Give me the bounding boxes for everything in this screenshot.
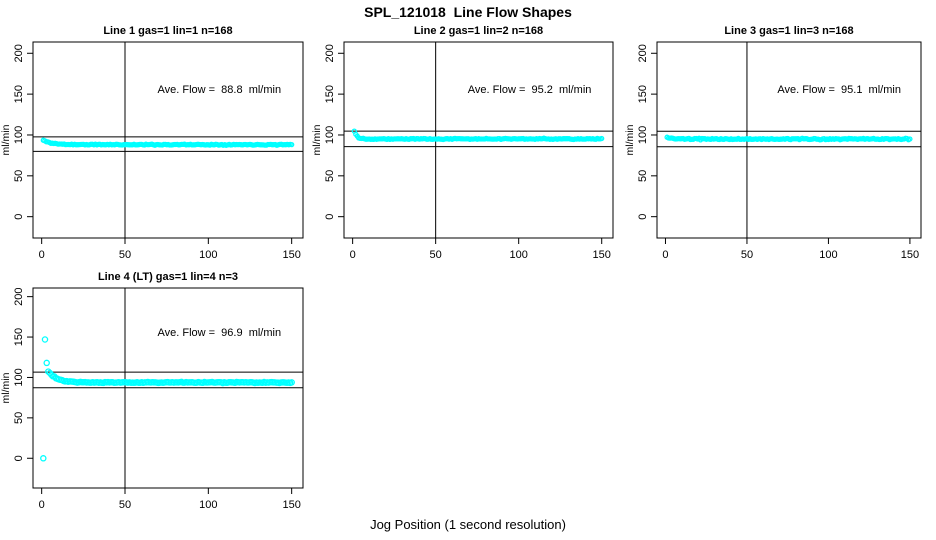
panel-1: 0 50 100 150 0 50 100 150 200 ml/min [0, 41, 304, 261]
panel-3: 0 50 100 150 0 50 100 150 200 ml/min [624, 41, 922, 261]
panel-3-axes: 0 50 100 150 0 50 100 150 200 ml/min [624, 44, 919, 261]
panel-3-ave-flow-annotation: Ave. Flow = 95.1 ml/min [777, 84, 901, 97]
svg-text:0: 0 [324, 214, 336, 220]
svg-text:0: 0 [637, 214, 649, 220]
svg-text:200: 200 [324, 44, 336, 62]
panel-1-axes: 0 50 100 150 0 50 100 150 200 ml/min [0, 44, 301, 261]
svg-text:100: 100 [199, 499, 217, 511]
panel-4-y-axis-label: ml/min [0, 372, 12, 403]
panel-1-data-points [40, 137, 295, 148]
panel-2-y-axis-label: ml/min [311, 124, 323, 155]
svg-text:150: 150 [282, 499, 300, 511]
svg-text:150: 150 [637, 85, 649, 103]
svg-text:100: 100 [13, 368, 25, 386]
panel-2-title: Line 2 gas=1 lin=2 n=168 [413, 25, 544, 37]
panel-3-data-points [664, 134, 913, 143]
panel-4: 0 50 100 150 0 50 100 150 200 ml/min [0, 287, 304, 511]
svg-text:50: 50 [741, 249, 753, 261]
panel-4-ave-flow-annotation: Ave. Flow = 96.9 ml/min [157, 327, 282, 340]
panel-2-plot-box [343, 41, 614, 239]
panel-2: 0 50 100 150 0 50 100 150 200 ml/min [311, 41, 614, 261]
svg-text:50: 50 [13, 412, 25, 424]
svg-text:50: 50 [430, 249, 442, 261]
svg-text:200: 200 [13, 44, 25, 62]
svg-text:50: 50 [119, 249, 131, 261]
svg-text:150: 150 [282, 249, 300, 261]
svg-text:150: 150 [13, 85, 25, 103]
svg-text:0: 0 [13, 455, 25, 461]
panel-4-data-points [40, 336, 295, 462]
panel-1-reference-lines [33, 42, 303, 238]
panel-2-axes: 0 50 100 150 0 50 100 150 200 ml/min [311, 44, 611, 261]
figure-title: SPL_121018 Line Flow Shapes [364, 4, 572, 20]
svg-text:50: 50 [13, 170, 25, 182]
x-axis-label: Jog Position (1 second resolution) [370, 517, 566, 532]
svg-text:0: 0 [350, 249, 356, 261]
panel-2-data-points [351, 128, 605, 143]
panel-4-axes: 0 50 100 150 0 50 100 150 200 ml/min [0, 287, 301, 511]
svg-text:100: 100 [510, 249, 528, 261]
svg-text:200: 200 [637, 44, 649, 62]
svg-text:50: 50 [119, 499, 131, 511]
panel-2-ave-flow-annotation: Ave. Flow = 95.2 ml/min [467, 84, 592, 97]
svg-text:100: 100 [819, 249, 837, 261]
panel-1-y-axis-label: ml/min [0, 124, 12, 155]
panel-1-title: Line 1 gas=1 lin=1 n=168 [103, 25, 233, 37]
svg-text:0: 0 [13, 214, 25, 220]
panel-4-plot-box [32, 287, 304, 489]
panel-3-title: Line 3 gas=1 lin=3 n=168 [724, 25, 854, 37]
svg-text:0: 0 [39, 249, 45, 261]
svg-text:50: 50 [637, 170, 649, 182]
panel-3-y-axis-label: ml/min [624, 124, 636, 155]
svg-text:150: 150 [901, 249, 919, 261]
svg-text:200: 200 [13, 287, 25, 305]
svg-text:150: 150 [593, 249, 611, 261]
svg-text:100: 100 [324, 126, 336, 144]
svg-text:100: 100 [637, 126, 649, 144]
panel-4-reference-lines [33, 288, 303, 488]
panel-1-ave-flow-annotation: Ave. Flow = 88.8 ml/min [157, 84, 282, 97]
svg-text:150: 150 [324, 85, 336, 103]
panel-4-title: Line 4 (LT) gas=1 lin=4 n=3 [97, 271, 239, 283]
panel-3-plot-box [656, 41, 922, 239]
svg-text:150: 150 [13, 328, 25, 346]
svg-text:50: 50 [324, 170, 336, 182]
svg-text:0: 0 [39, 499, 45, 511]
panel-1-plot-box [32, 41, 304, 239]
svg-text:100: 100 [13, 126, 25, 144]
svg-text:100: 100 [199, 249, 217, 261]
svg-text:0: 0 [662, 249, 668, 261]
